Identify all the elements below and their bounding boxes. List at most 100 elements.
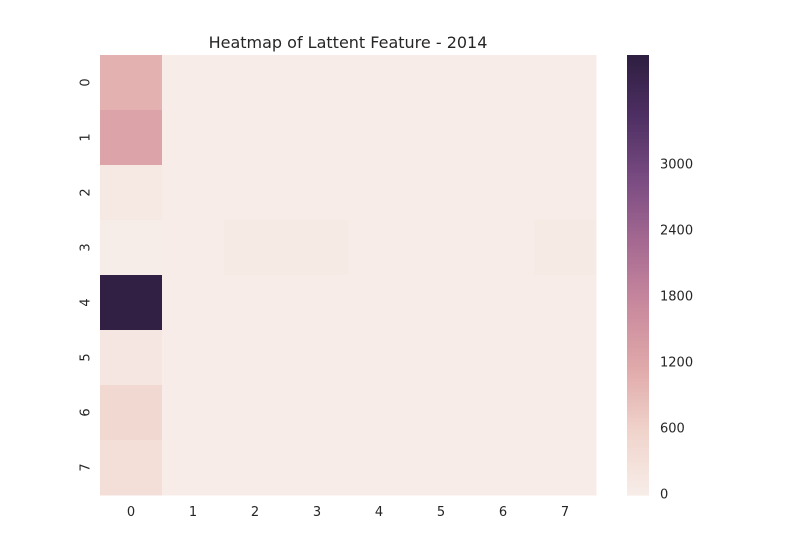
x-tick-label: 1 bbox=[189, 505, 197, 520]
heatmap-cell-r7-c0 bbox=[100, 440, 163, 496]
colorbar-tick-label: 1200 bbox=[660, 356, 693, 371]
colorbar-segment bbox=[627, 253, 649, 258]
colorbar-segment bbox=[627, 326, 649, 331]
colorbar-segment bbox=[627, 128, 649, 133]
colorbar-segment bbox=[627, 201, 649, 206]
colorbar-segment bbox=[627, 396, 649, 401]
heatmap-cell-r3-c0 bbox=[100, 220, 163, 276]
y-tick-label: 2 bbox=[79, 188, 94, 196]
heatmap-cell-r6-c7 bbox=[534, 385, 597, 441]
colorbar-segment bbox=[627, 179, 649, 184]
heatmap-cell-r0-c1 bbox=[162, 55, 225, 111]
colorbar-segment bbox=[627, 275, 649, 280]
colorbar-segment bbox=[627, 315, 649, 320]
heatmap-cell-r4-c7 bbox=[534, 275, 597, 331]
colorbar-segment bbox=[627, 271, 649, 276]
colorbar-segment bbox=[627, 95, 649, 100]
colorbar-tick-label: 2400 bbox=[660, 224, 693, 239]
y-tick-label: 3 bbox=[79, 243, 94, 251]
heatmap-cell-r5-c7 bbox=[534, 330, 597, 386]
heatmap-cell-r3-c3 bbox=[286, 220, 349, 276]
heatmap-cell-r0-c7 bbox=[534, 55, 597, 111]
colorbar-segment bbox=[627, 135, 649, 140]
y-tick-label: 5 bbox=[79, 353, 94, 361]
heatmap-cell-r4-c1 bbox=[162, 275, 225, 331]
colorbar-segment bbox=[627, 289, 649, 294]
colorbar-segment bbox=[627, 458, 649, 463]
colorbar-segment bbox=[627, 172, 649, 177]
colorbar-tick-label: 1800 bbox=[660, 290, 693, 305]
colorbar-segment bbox=[627, 425, 649, 430]
colorbar-segment bbox=[627, 304, 649, 309]
heatmap-cell-r2-c3 bbox=[286, 165, 349, 221]
heatmap-cell-r2-c7 bbox=[534, 165, 597, 221]
y-axis-ticks: 0 1 2 3 4 5 6 7 bbox=[79, 78, 94, 471]
colorbar-segment bbox=[627, 377, 649, 382]
heatmap-cell-r0-c6 bbox=[472, 55, 535, 111]
colorbar-segment bbox=[627, 454, 649, 459]
colorbar-segment bbox=[627, 242, 649, 247]
heatmap-cell-r0-c5 bbox=[410, 55, 473, 111]
colorbar-segment bbox=[627, 264, 649, 269]
colorbar-segment bbox=[627, 341, 649, 346]
colorbar-segment bbox=[627, 168, 649, 173]
colorbar-segment bbox=[627, 447, 649, 452]
heatmap-cell-r1-c4 bbox=[348, 110, 411, 166]
heatmap-cell-r6-c5 bbox=[410, 385, 473, 441]
colorbar-segment bbox=[627, 124, 649, 129]
heatmap-cell-r3-c7 bbox=[534, 220, 597, 276]
heatmap-cell-r2-c2 bbox=[224, 165, 287, 221]
colorbar-segment bbox=[627, 282, 649, 287]
colorbar-segment bbox=[627, 146, 649, 151]
heatmap-cell-r3-c5 bbox=[410, 220, 473, 276]
colorbar-segment bbox=[627, 322, 649, 327]
colorbar-segment bbox=[627, 88, 649, 93]
colorbar-segment bbox=[627, 491, 649, 496]
x-axis-ticks: 0 1 2 3 4 5 6 7 bbox=[127, 505, 569, 520]
colorbar-segment bbox=[627, 198, 649, 203]
colorbar-segment bbox=[627, 106, 649, 111]
heatmap-cell-r0-c0 bbox=[100, 55, 163, 111]
colorbar-segment bbox=[627, 190, 649, 195]
heatmap-cell-r1-c0 bbox=[100, 110, 163, 166]
y-tick-label: 0 bbox=[79, 78, 94, 86]
heatmap-cell-r6-c4 bbox=[348, 385, 411, 441]
colorbar-segment bbox=[627, 414, 649, 419]
colorbar-segment bbox=[627, 267, 649, 272]
heatmap-cell-r6-c0 bbox=[100, 385, 163, 441]
colorbar-segment bbox=[627, 66, 649, 71]
colorbar-segment bbox=[627, 403, 649, 408]
colorbar-segment bbox=[627, 429, 649, 434]
y-tick-label: 4 bbox=[79, 298, 94, 306]
heatmap-cell-r7-c3 bbox=[286, 440, 349, 496]
heatmap-cell-r3-c1 bbox=[162, 220, 225, 276]
colorbar-segment bbox=[627, 165, 649, 170]
colorbar-segment bbox=[627, 407, 649, 412]
colorbar-segment bbox=[627, 256, 649, 261]
colorbar-segment bbox=[627, 366, 649, 371]
heatmap-cell-r5-c0 bbox=[100, 330, 163, 386]
colorbar-segment bbox=[627, 245, 649, 250]
colorbar-segment bbox=[627, 249, 649, 254]
heatmap-cell-r4-c5 bbox=[410, 275, 473, 331]
heatmap-cell-r0-c2 bbox=[224, 55, 287, 111]
colorbar-segment bbox=[627, 344, 649, 349]
colorbar-segment bbox=[627, 183, 649, 188]
colorbar-segment bbox=[627, 410, 649, 415]
colorbar-segment bbox=[627, 157, 649, 162]
colorbar-segment bbox=[627, 55, 649, 60]
heatmap-cell-r0-c4 bbox=[348, 55, 411, 111]
y-tick-label: 7 bbox=[79, 463, 94, 471]
colorbar-segment bbox=[627, 473, 649, 478]
colorbar-segment bbox=[627, 355, 649, 360]
colorbar-segment bbox=[627, 231, 649, 236]
colorbar-segment bbox=[627, 300, 649, 305]
colorbar-segment bbox=[627, 99, 649, 104]
x-tick-label: 5 bbox=[437, 505, 445, 520]
colorbar-segment bbox=[627, 278, 649, 283]
colorbar-segment bbox=[627, 176, 649, 181]
colorbar-segment bbox=[627, 143, 649, 148]
colorbar-segment bbox=[627, 223, 649, 228]
colorbar-segment bbox=[627, 359, 649, 364]
heatmap-cell-r5-c1 bbox=[162, 330, 225, 386]
